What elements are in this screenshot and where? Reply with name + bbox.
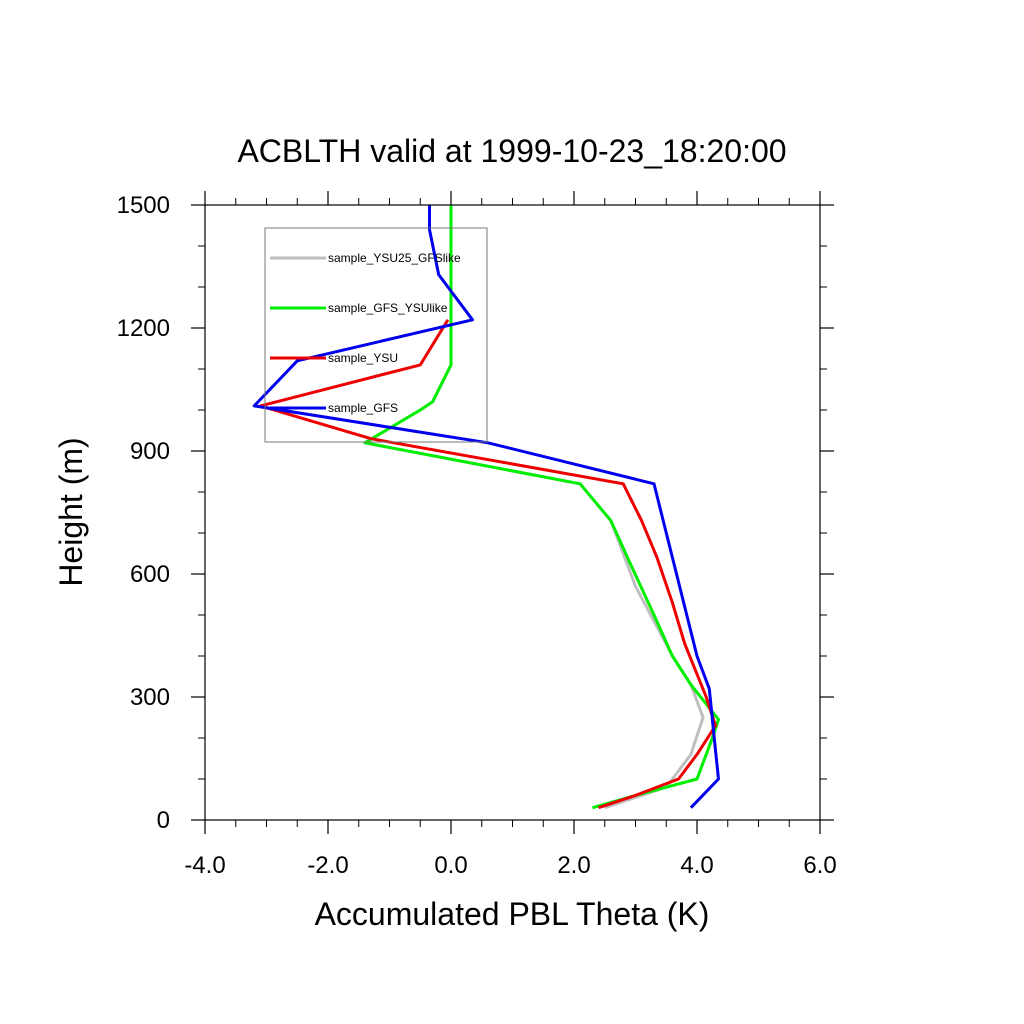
series-line-1 (363, 205, 720, 810)
legend: sample_YSU25_GFSlike sample_GFS_YSUlikesa… (264, 227, 488, 443)
y-tick-label: 1200 (117, 315, 170, 342)
y-tick-label: 1500 (117, 192, 170, 219)
legend-label: sample_GFS_YSUlike (328, 301, 448, 315)
x-axis-label: Accumulated PBL Theta (K) (315, 896, 710, 932)
y-tick-label: 300 (130, 684, 170, 711)
legend-label: sample_YSU (328, 351, 398, 365)
y-tick-label: 600 (130, 561, 170, 588)
x-tick-label: 0.0 (434, 852, 467, 879)
x-tick-label: -2.0 (307, 852, 348, 879)
y-tick-label: 900 (130, 438, 170, 465)
chart-title: ACBLTH valid at 1999-10-23_18:20:00 (237, 133, 786, 169)
series-layer (252, 205, 720, 810)
x-tick-label: -4.0 (184, 852, 225, 879)
series-line-3 (252, 205, 720, 809)
x-tick-label: 2.0 (557, 852, 590, 879)
legend-label: sample_YSU25_GFSlike (328, 251, 461, 265)
y-tick-label: 0 (157, 807, 170, 834)
plot-frame (204, 204, 821, 821)
legend-label: sample_GFS (328, 401, 398, 415)
series-line-0 (363, 205, 705, 810)
series-line-2 (258, 319, 717, 810)
x-tick-label: 6.0 (803, 852, 836, 879)
y-axis-label: Height (m) (53, 437, 89, 586)
axes-layer: -4.0 -2.0 0.0 2.0 4.0 6.0 0 300 600 900 1200 1500 (117, 191, 837, 879)
x-tick-label: 4.0 (680, 852, 713, 879)
legend-box (264, 227, 488, 443)
